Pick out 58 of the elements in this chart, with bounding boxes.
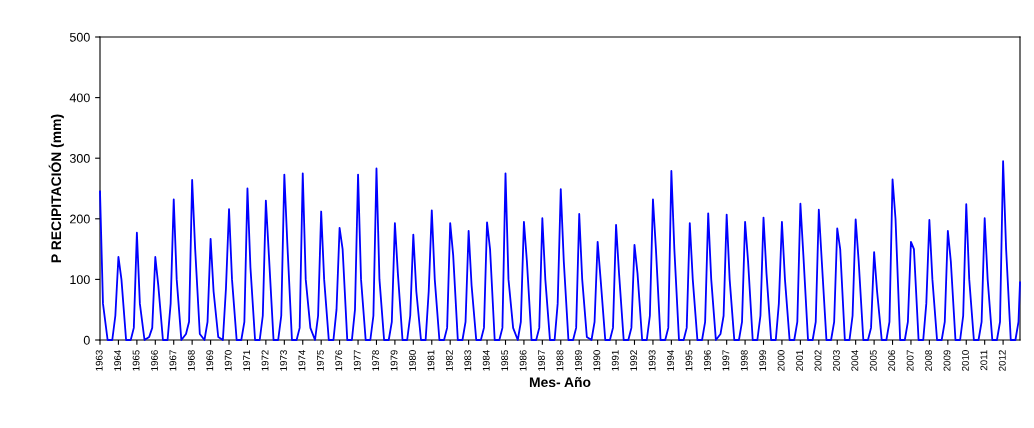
x-tick-label: 1970 [224,350,232,371]
x-tick-label: 1999 [759,350,767,371]
x-tick-label: 2012 [998,350,1006,371]
x-tick-label: 1993 [648,350,656,371]
x-tick-label: 1992 [630,350,638,371]
x-tick-label: 2004 [851,350,859,371]
x-tick-label: 1980 [409,350,416,371]
x-tick-label: 1965 [132,350,140,371]
x-tick-label: 1979 [390,350,398,371]
x-tick-label: 2001 [796,350,803,371]
x-tick-label: 2005 [869,350,877,371]
x-tick-label: 1969 [206,350,214,371]
x-tick-label: 1981 [427,350,435,371]
y-tick-label: 200 [70,214,90,224]
x-tick-label: 1996 [703,350,711,371]
x-tick-label: 1983 [464,350,472,371]
x-tick-label: 1975 [316,350,324,371]
y-tick-label: 400 [69,93,90,103]
x-tick-label: 1986 [519,350,527,371]
x-tick-label: 2000 [777,350,785,371]
x-tick-label: 1972 [261,350,269,371]
x-tick-label: 2008 [925,350,932,371]
x-tick-label: 2002 [814,350,822,371]
x-tick-label: 1982 [445,350,453,371]
y-tick-label: 0 [83,335,90,345]
y-tick-label: 300 [69,154,90,163]
x-tick-label: 1967 [169,350,177,371]
x-tick-label: 1973 [280,350,287,371]
x-tick-label: 1985 [501,350,509,371]
x-tick-label: 1997 [722,350,730,371]
x-axis-title: Mes- Año [529,376,591,388]
x-tick-label: 1998 [740,350,748,371]
x-tick-label: 1987 [538,350,545,371]
x-tick-label: 1971 [243,350,251,371]
x-tick-label: 1968 [187,350,195,371]
x-tick-label: 1977 [353,350,361,371]
x-tick-label: 2011 [980,350,988,371]
x-tick-label: 1963 [95,350,103,371]
x-tick-label: 2007 [906,350,914,371]
x-tick-label: 1990 [593,350,601,371]
y-tick-label: 500 [69,32,90,42]
x-tick-label: 1984 [482,350,490,371]
x-tick-label: 1978 [372,350,380,371]
x-tick-label: 1976 [335,350,343,371]
x-tick-label: 1991 [611,350,619,371]
x-tick-label: 1989 [574,350,582,371]
x-tick-label: 1995 [685,350,693,371]
x-tick-label: 2010 [961,350,969,371]
x-tick-label: 1974 [298,350,306,371]
x-tick-label: 2006 [888,350,896,371]
x-tick-label: 1988 [556,350,564,371]
x-tick-label: 2003 [832,350,840,371]
x-tick-label: 1964 [114,350,122,371]
x-tick-label: 1994 [667,350,674,371]
y-tick-label: 100 [70,275,90,285]
x-tick-label: 1966 [151,350,158,371]
y-axis-title: P RECIPITACIÓN (mm) [48,114,64,263]
x-tick-label: 2009 [943,350,951,371]
